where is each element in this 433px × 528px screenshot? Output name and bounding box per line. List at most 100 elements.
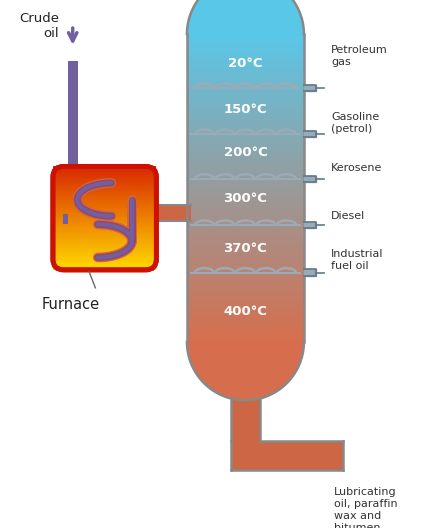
Polygon shape: [187, 42, 304, 43]
Polygon shape: [187, 340, 304, 341]
Bar: [53, 244, 156, 246]
Bar: [53, 263, 156, 265]
Polygon shape: [187, 270, 304, 271]
Polygon shape: [187, 193, 304, 194]
Polygon shape: [187, 130, 304, 131]
Polygon shape: [187, 147, 304, 148]
Polygon shape: [187, 162, 304, 163]
Bar: [53, 239, 156, 240]
Polygon shape: [187, 165, 304, 166]
Polygon shape: [187, 214, 304, 215]
Polygon shape: [187, 84, 304, 86]
Polygon shape: [187, 298, 304, 299]
Polygon shape: [187, 265, 304, 266]
Polygon shape: [187, 226, 304, 227]
Bar: [53, 231, 156, 232]
Polygon shape: [187, 215, 304, 216]
Bar: [53, 168, 156, 169]
Polygon shape: [187, 250, 304, 251]
Polygon shape: [187, 303, 304, 304]
Polygon shape: [187, 140, 304, 141]
Polygon shape: [304, 131, 317, 137]
Polygon shape: [187, 268, 304, 269]
Polygon shape: [187, 133, 304, 134]
Polygon shape: [187, 89, 304, 90]
Polygon shape: [187, 274, 304, 275]
Text: Furnace: Furnace: [42, 297, 100, 312]
Polygon shape: [187, 336, 304, 337]
Polygon shape: [187, 276, 304, 277]
Polygon shape: [187, 163, 304, 164]
Bar: [53, 261, 156, 262]
Bar: [53, 243, 156, 244]
Polygon shape: [187, 112, 304, 113]
Polygon shape: [187, 184, 304, 185]
Polygon shape: [187, 180, 304, 181]
Polygon shape: [187, 232, 304, 233]
Bar: [53, 184, 156, 186]
Polygon shape: [187, 114, 304, 115]
Polygon shape: [187, 267, 304, 268]
Bar: [53, 252, 156, 253]
Polygon shape: [187, 129, 304, 130]
Polygon shape: [187, 101, 304, 102]
Polygon shape: [187, 187, 304, 188]
Polygon shape: [187, 36, 304, 37]
Bar: [53, 250, 156, 252]
Polygon shape: [187, 75, 304, 76]
Polygon shape: [187, 46, 304, 48]
Polygon shape: [187, 339, 304, 340]
Polygon shape: [187, 141, 304, 142]
Bar: [53, 178, 156, 180]
Polygon shape: [187, 52, 304, 53]
Bar: [53, 234, 156, 235]
Polygon shape: [187, 70, 304, 71]
Polygon shape: [187, 289, 304, 290]
Polygon shape: [187, 71, 304, 72]
Polygon shape: [187, 297, 304, 298]
Polygon shape: [187, 205, 304, 206]
Polygon shape: [187, 294, 304, 295]
Bar: [53, 199, 156, 200]
Polygon shape: [187, 323, 304, 324]
Polygon shape: [187, 37, 304, 39]
Polygon shape: [187, 154, 304, 155]
Bar: [53, 174, 156, 175]
Bar: [53, 266, 156, 267]
Polygon shape: [187, 264, 304, 265]
Polygon shape: [187, 195, 304, 196]
Polygon shape: [187, 77, 304, 78]
Bar: [53, 267, 156, 269]
Text: Industrial
fuel oil: Industrial fuel oil: [331, 249, 383, 271]
Polygon shape: [187, 148, 304, 149]
Polygon shape: [187, 326, 304, 327]
Polygon shape: [304, 269, 317, 276]
Polygon shape: [187, 291, 304, 293]
Polygon shape: [187, 337, 304, 338]
Bar: [53, 269, 156, 270]
Bar: [53, 188, 156, 190]
Polygon shape: [187, 79, 304, 80]
Polygon shape: [187, 34, 304, 35]
Bar: [53, 195, 156, 196]
Bar: [53, 248, 156, 249]
Polygon shape: [187, 144, 304, 145]
Polygon shape: [187, 246, 304, 247]
Polygon shape: [187, 325, 304, 326]
Polygon shape: [187, 51, 304, 52]
Text: Kerosene: Kerosene: [331, 163, 382, 173]
Polygon shape: [187, 266, 304, 267]
Polygon shape: [187, 107, 304, 108]
Polygon shape: [187, 213, 304, 214]
Polygon shape: [187, 285, 304, 286]
Polygon shape: [187, 58, 304, 59]
Polygon shape: [187, 86, 304, 87]
Bar: [53, 249, 156, 250]
Polygon shape: [187, 178, 304, 179]
Text: 150°C: 150°C: [223, 103, 267, 116]
Polygon shape: [187, 164, 304, 165]
Polygon shape: [187, 143, 304, 144]
Polygon shape: [187, 168, 304, 169]
Polygon shape: [187, 55, 304, 56]
Polygon shape: [187, 302, 304, 303]
